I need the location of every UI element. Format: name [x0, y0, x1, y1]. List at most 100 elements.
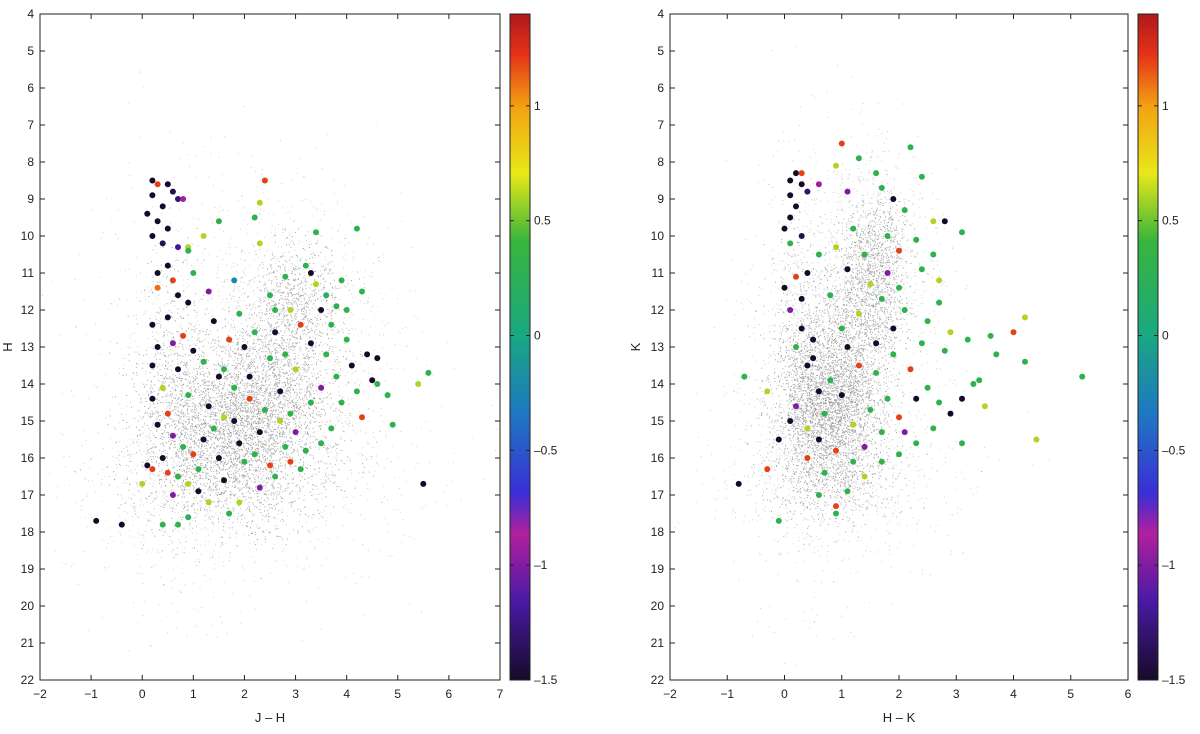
- data-point: [798, 325, 805, 332]
- data-point: [277, 418, 284, 424]
- data-point: [164, 225, 171, 232]
- x-tick-label: 3: [953, 687, 960, 701]
- x-tick-label: 2: [896, 687, 903, 701]
- data-point: [287, 410, 294, 417]
- data-point: [827, 292, 834, 299]
- x-axis: −2 −1 0 1 2 3 4 5 6 7: [33, 14, 504, 701]
- y-tick-label: 6: [27, 81, 34, 95]
- data-point: [815, 388, 822, 395]
- data-point: [890, 351, 897, 358]
- data-point: [787, 307, 794, 313]
- data-point: [149, 466, 156, 473]
- y-tick-label: 13: [21, 340, 35, 354]
- colorbar: [509, 13, 531, 681]
- colorbar-tick-label: 0: [1162, 329, 1169, 343]
- data-point: [328, 425, 335, 432]
- data-point: [313, 229, 319, 236]
- data-point: [896, 414, 902, 421]
- data-point: [804, 425, 811, 432]
- data-point: [231, 384, 238, 391]
- data-point: [804, 455, 811, 461]
- data-point: [861, 443, 868, 450]
- data-point: [838, 325, 845, 332]
- y-axis: 4 5 6 7 8 9 10 11 12 13 14 15 16 17 18 19 20 21 22: [21, 7, 500, 687]
- data-point: [781, 225, 788, 232]
- data-point: [821, 469, 828, 476]
- y-tick-label: 16: [651, 451, 665, 465]
- data-point: [415, 381, 422, 387]
- x-tick-label: −2: [33, 687, 47, 701]
- data-point: [169, 277, 176, 284]
- data-point: [878, 184, 885, 191]
- y-tick-label: 15: [651, 414, 665, 428]
- data-point: [200, 436, 207, 443]
- data-point: [200, 233, 207, 239]
- data-point: [318, 307, 325, 313]
- data-point: [302, 262, 309, 269]
- data-point: [241, 458, 248, 465]
- data-point: [775, 436, 782, 443]
- y-tick-label: 14: [651, 377, 665, 391]
- data-point: [913, 236, 920, 243]
- colorbar-tick-label: 1: [1162, 99, 1169, 113]
- data-point: [118, 521, 125, 528]
- data-point: [947, 329, 954, 336]
- data-point: [272, 473, 279, 480]
- data-point: [810, 336, 817, 343]
- y-axis-label: H: [0, 342, 15, 351]
- data-point: [190, 451, 197, 458]
- highlight-points: [93, 177, 432, 528]
- data-point: [924, 384, 931, 391]
- data-point: [878, 295, 885, 302]
- data-point: [850, 225, 857, 232]
- data-point: [936, 399, 943, 406]
- data-point: [256, 240, 263, 247]
- data-point: [175, 521, 181, 528]
- data-point: [855, 155, 862, 162]
- data-point: [804, 362, 811, 369]
- data-point: [287, 307, 294, 313]
- y-tick-label: 18: [651, 525, 665, 539]
- data-point: [867, 406, 874, 413]
- chart-panel-left: −2 −1 0 1 2 3 4 5 6 7 456789101112131415161718192…: [0, 7, 558, 725]
- data-point: [918, 266, 925, 273]
- data-point: [154, 270, 161, 276]
- data-point: [205, 499, 212, 506]
- data-point: [164, 181, 171, 188]
- data-point: [369, 377, 376, 384]
- data-point: [93, 517, 100, 524]
- data-point: [169, 432, 176, 439]
- x-tick-label: 3: [292, 687, 299, 701]
- x-tick-label: 5: [394, 687, 401, 701]
- data-point: [149, 395, 156, 402]
- data-point: [781, 284, 788, 291]
- plot-frame: [669, 13, 1129, 681]
- data-point: [159, 203, 166, 210]
- data-point: [159, 521, 166, 528]
- data-point: [169, 492, 176, 498]
- data-point: [947, 410, 954, 417]
- data-point: [844, 188, 851, 195]
- y-tick-label: 20: [651, 599, 665, 613]
- x-tick-label: 6: [1125, 687, 1132, 701]
- data-point: [959, 395, 965, 402]
- data-point: [164, 469, 171, 476]
- y-tick-label: 13: [651, 340, 665, 354]
- data-point: [246, 395, 253, 402]
- colorbar-tick-label: 0.5: [534, 214, 551, 228]
- data-point: [323, 292, 330, 299]
- data-point: [190, 270, 197, 276]
- data-point: [348, 362, 355, 369]
- x-tick-label: 0: [139, 687, 146, 701]
- data-point: [787, 418, 794, 424]
- y-tick-label: 10: [21, 229, 35, 243]
- data-point: [231, 418, 238, 424]
- data-point: [941, 218, 948, 225]
- data-point: [267, 462, 273, 469]
- colorbar-ticks: 1 0.5 0 –0.5 –1 –1.5: [510, 99, 558, 687]
- data-point: [861, 251, 868, 258]
- x-tick-label: −1: [720, 687, 734, 701]
- x-axis-label: H – K: [883, 710, 916, 725]
- data-point: [159, 240, 166, 247]
- data-point: [884, 270, 891, 276]
